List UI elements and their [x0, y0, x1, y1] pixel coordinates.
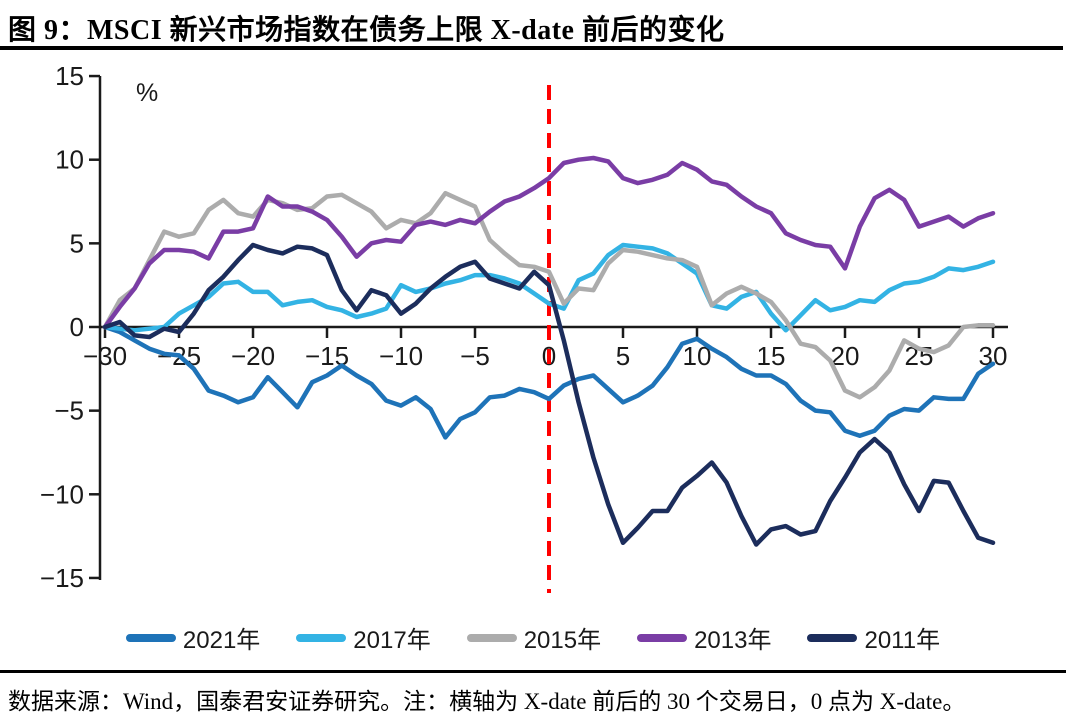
x-tick-label: 15 — [757, 341, 786, 371]
x-tick-label: −30 — [83, 341, 127, 371]
series-line-2017 — [102, 242, 996, 333]
legend-label-2017: 2017年 — [353, 627, 431, 654]
series-line-2011 — [102, 242, 996, 547]
legend-label-2013: 2013年 — [694, 627, 772, 654]
title-rule — [0, 46, 1063, 50]
legend-label-2015: 2015年 — [523, 627, 602, 654]
legend-item-2021: 2021年 — [125, 620, 261, 655]
y-unit-label: % — [136, 79, 158, 107]
y-tick-label: 10 — [55, 145, 84, 175]
y-tick-label: 0 — [70, 312, 84, 342]
y-tick-label: 15 — [55, 61, 84, 91]
legend-item-2011: 2011年 — [807, 620, 940, 655]
x-tick-label: 25 — [905, 341, 934, 371]
legend-item-2013: 2013年 — [637, 620, 771, 655]
legend-swatch-2011 — [807, 633, 858, 642]
x-tick-label: 5 — [616, 341, 630, 371]
series-line-2021 — [102, 324, 996, 440]
source-note: 数据来源：Wind，国泰君安证券研究。注：横轴为 X-date 前后的 30 个… — [8, 689, 966, 714]
x-tick-label: −10 — [379, 341, 423, 371]
y-tick-label: 5 — [70, 228, 84, 258]
x-tick-label: −5 — [460, 341, 490, 371]
legend-swatch-2021 — [125, 633, 176, 642]
legend-item-2015: 2015年 — [466, 620, 602, 655]
figure-title: 图 9：MSCI 新兴市场指数在债务上限 X-date 前后的变化 — [8, 15, 725, 46]
legend: 2021年 2017年 2015年 2013年 2011年 — [0, 620, 1066, 655]
legend-swatch-2015 — [466, 633, 517, 642]
series-line-2015 — [102, 190, 996, 400]
legend-label-2021: 2021年 — [182, 627, 261, 654]
legend-swatch-2013 — [637, 633, 688, 642]
series-line-2013 — [102, 155, 996, 330]
footer-rule — [0, 670, 1066, 673]
x-tick-label: −20 — [231, 341, 275, 371]
chart-canvas: 151050−5−10−15−30−25−20−15−10−5051015202… — [40, 61, 1008, 593]
y-tick-label: −10 — [40, 479, 84, 509]
legend-label-2011: 2011年 — [864, 627, 941, 654]
legend-item-2017: 2017年 — [296, 620, 431, 655]
y-tick-label: −15 — [40, 563, 84, 593]
legend-swatch-2017 — [296, 633, 347, 642]
y-tick-label: −5 — [54, 396, 84, 426]
